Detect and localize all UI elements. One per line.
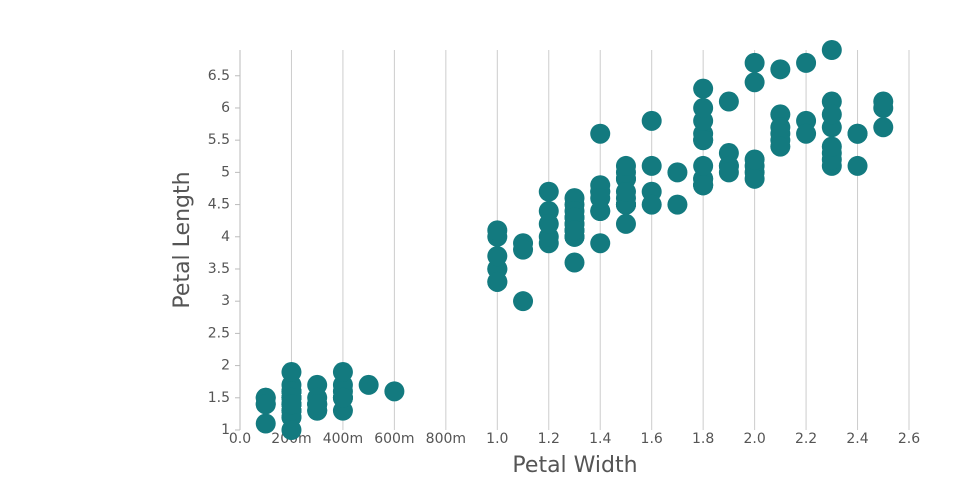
y-tick-label: 6.5 xyxy=(208,68,230,84)
x-tick-label: 2.2 xyxy=(795,431,817,447)
x-tick-label: 2.4 xyxy=(846,431,868,447)
point xyxy=(538,213,559,234)
point xyxy=(641,155,662,176)
point xyxy=(487,220,508,241)
y-tick-label: 5.5 xyxy=(208,132,230,148)
x-tick-label: 800m xyxy=(426,431,466,447)
point xyxy=(384,381,405,402)
point xyxy=(744,168,765,189)
point xyxy=(693,175,714,196)
point xyxy=(513,239,534,260)
point xyxy=(718,91,739,112)
point xyxy=(281,362,302,383)
point xyxy=(307,394,328,415)
point xyxy=(641,110,662,131)
x-tick-label: 0.0 xyxy=(229,431,251,447)
x-tick-label: 600m xyxy=(374,431,414,447)
point xyxy=(693,155,714,176)
point xyxy=(358,374,379,395)
point xyxy=(590,123,611,144)
x-tick-label: 1.8 xyxy=(692,431,714,447)
point xyxy=(847,123,868,144)
point xyxy=(667,162,688,183)
x-tick-label: 1.2 xyxy=(538,431,560,447)
point xyxy=(693,97,714,118)
y-tick-label: 3.5 xyxy=(208,261,230,277)
point xyxy=(693,78,714,99)
point xyxy=(487,271,508,292)
y-tick-label: 1 xyxy=(221,422,230,438)
y-tick-label: 3 xyxy=(221,293,230,309)
point xyxy=(564,252,585,273)
y-axis-title: Petal Length xyxy=(170,171,195,308)
point xyxy=(255,413,276,434)
x-tick-label: 1.4 xyxy=(589,431,611,447)
point xyxy=(667,194,688,215)
point xyxy=(796,52,817,73)
point xyxy=(487,246,508,267)
point xyxy=(564,220,585,241)
point xyxy=(718,162,739,183)
y-tick-label: 4 xyxy=(221,229,230,245)
x-tick-label: 1.6 xyxy=(641,431,663,447)
point xyxy=(744,72,765,93)
x-tick-label: 2.0 xyxy=(743,431,765,447)
point xyxy=(873,117,894,138)
point xyxy=(693,130,714,151)
point xyxy=(641,194,662,215)
point xyxy=(255,394,276,415)
point xyxy=(744,149,765,170)
point xyxy=(770,59,791,80)
point xyxy=(332,362,353,383)
x-tick-label: 1.0 xyxy=(486,431,508,447)
point xyxy=(332,387,353,408)
y-tick-label: 2 xyxy=(221,358,230,374)
point xyxy=(744,52,765,73)
y-tick-label: 1.5 xyxy=(208,390,230,406)
point xyxy=(847,155,868,176)
point xyxy=(770,136,791,157)
point xyxy=(513,291,534,312)
point xyxy=(821,40,842,60)
y-tick-label: 2.5 xyxy=(208,325,230,341)
point xyxy=(821,104,842,125)
point xyxy=(821,136,842,157)
point xyxy=(615,213,636,234)
x-axis-title: Petal Width xyxy=(512,453,637,478)
point xyxy=(615,155,636,176)
y-tick-label: 4.5 xyxy=(208,197,230,213)
y-tick-label: 5 xyxy=(221,164,230,180)
point xyxy=(281,394,302,415)
point xyxy=(538,181,559,202)
point xyxy=(590,233,611,254)
point xyxy=(873,91,894,112)
x-tick-label: 400m xyxy=(323,431,363,447)
point xyxy=(590,188,611,209)
x-tick-label: 2.6 xyxy=(898,431,920,447)
y-tick-label: 6 xyxy=(221,100,230,116)
point xyxy=(615,181,636,202)
point xyxy=(796,123,817,144)
